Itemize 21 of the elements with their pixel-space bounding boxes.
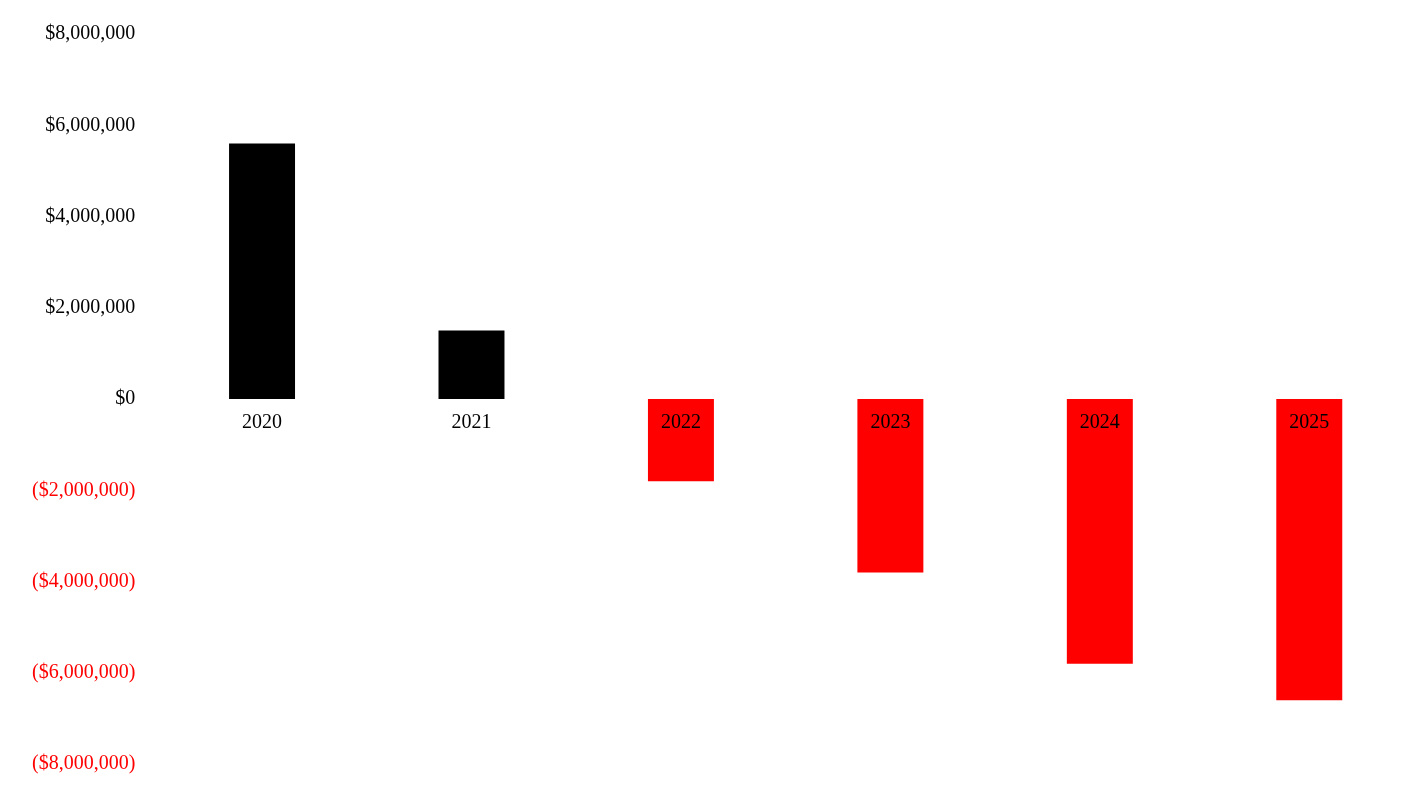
bar bbox=[1066, 399, 1133, 664]
y-tick-label: $0 bbox=[115, 386, 136, 409]
x-tick-label: 2023 bbox=[870, 410, 911, 433]
y-tick-label: ($8,000,000) bbox=[31, 751, 136, 775]
y-tick-label: $2,000,000 bbox=[45, 295, 136, 317]
y-tick-label: $4,000,000 bbox=[45, 203, 136, 226]
bar bbox=[438, 330, 505, 399]
bar bbox=[647, 399, 714, 482]
y-tick-label: ($4,000,000) bbox=[31, 568, 136, 592]
bar bbox=[229, 143, 296, 399]
y-tick-label: $8,000,000 bbox=[45, 21, 136, 44]
bar bbox=[857, 399, 924, 573]
y-tick-label: ($6,000,000) bbox=[31, 660, 136, 683]
bar bbox=[1276, 399, 1343, 701]
x-tick-label: 2020 bbox=[242, 410, 283, 433]
x-tick-label: 2024 bbox=[1079, 410, 1120, 433]
x-tick-label: 2022 bbox=[660, 410, 701, 433]
x-tick-label: 2025 bbox=[1289, 410, 1330, 433]
y-tick-label: ($2,000,000) bbox=[31, 477, 136, 501]
y-tick-label: $6,000,000 bbox=[45, 112, 136, 135]
x-tick-label: 2021 bbox=[451, 410, 492, 433]
